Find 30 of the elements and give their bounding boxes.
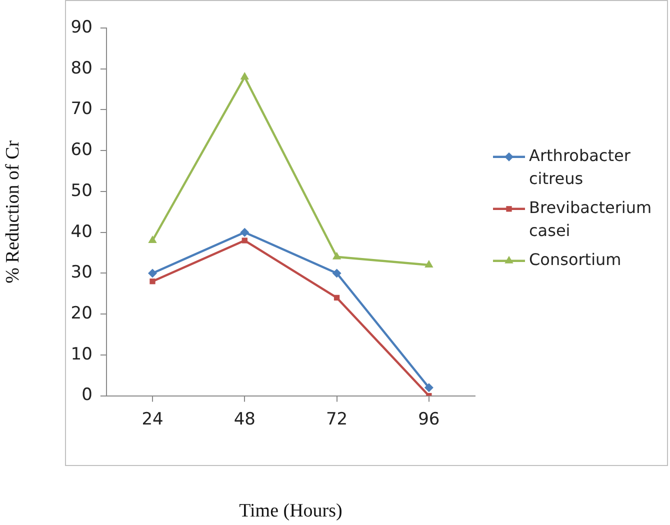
- y-tick-label: 50: [70, 180, 92, 201]
- point: [424, 260, 434, 268]
- point: [150, 278, 156, 284]
- legend-label: Consortium: [529, 250, 622, 270]
- point: [332, 268, 342, 278]
- y-tick-label: 90: [70, 17, 92, 38]
- y-tick-label: 70: [70, 99, 92, 120]
- legend-label: Arthrobacter citreus: [529, 146, 631, 188]
- point: [240, 228, 250, 237]
- y-tick-label: 40: [70, 222, 92, 242]
- y-tick-label: 0: [82, 385, 92, 406]
- point: [148, 268, 158, 278]
- y-tick-label: 60: [70, 140, 92, 160]
- x-tick-label: 72: [326, 409, 348, 430]
- legend-label: Brevibacterium casei: [529, 198, 652, 240]
- point: [424, 383, 434, 392]
- y-tick-label: 20: [70, 303, 92, 324]
- y-tick-label: 10: [70, 344, 92, 364]
- x-axis-title: Time (Hours): [239, 500, 342, 522]
- x-tick-label: 24: [142, 409, 164, 430]
- y-axis-title: % Reduction of Cr: [2, 140, 24, 284]
- point: [334, 294, 340, 301]
- point: [240, 72, 249, 80]
- point: [242, 238, 248, 244]
- point: [332, 252, 342, 260]
- x-tick-label: 96: [418, 409, 440, 430]
- y-tick-label: 30: [70, 262, 92, 283]
- y-tick-label: 80: [70, 58, 92, 78]
- x-tick-label: 48: [234, 409, 256, 430]
- point: [148, 236, 157, 244]
